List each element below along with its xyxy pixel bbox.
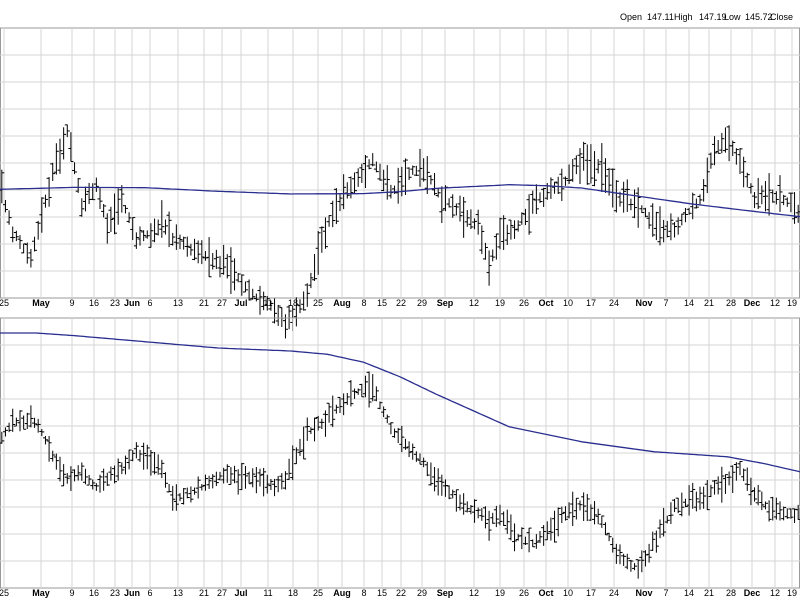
- moving-average-line: [0, 332, 800, 473]
- x-tick-label: 21: [704, 588, 714, 598]
- x-tick-label: 26: [519, 588, 529, 598]
- x-tick-label: 23: [110, 588, 120, 598]
- low-value: 145.72: [745, 12, 773, 22]
- x-tick-label: 19: [495, 298, 505, 308]
- x-tick-label: 13: [173, 298, 183, 308]
- x-tick-label: 25: [0, 588, 9, 598]
- x-tick-label: Dec: [744, 298, 761, 308]
- x-tick-label: 18: [288, 588, 298, 598]
- x-tick-label: 12: [469, 298, 479, 308]
- x-tick-label: 26: [519, 298, 529, 308]
- open-label: Open: [620, 12, 642, 22]
- x-tick-label: Jul: [234, 588, 247, 598]
- x-tick-label: Jun: [124, 298, 140, 308]
- x-tick-label: Sep: [437, 298, 454, 308]
- x-tick-label: Jul: [234, 298, 247, 308]
- x-tick-label: 7: [663, 298, 668, 308]
- x-tick-label: 8: [361, 298, 366, 308]
- x-tick-label: May: [32, 588, 50, 598]
- x-tick-label: 19: [787, 588, 797, 598]
- x-tick-label: 16: [89, 588, 99, 598]
- x-tick-label: 14: [684, 298, 694, 308]
- x-tick-label: 27: [217, 298, 227, 308]
- x-tick-label: 7: [663, 588, 668, 598]
- x-axis-bottom: 25 May 9 16 23 Jun 6 13 21 27 Jul 11 18 25 Aug 8 15 22 29 S…: [0, 588, 797, 598]
- price-panel-top: [0, 27, 800, 339]
- x-tick-label: 29: [417, 588, 427, 598]
- x-tick-label: 19: [787, 298, 797, 308]
- x-tick-label: Oct: [538, 298, 553, 308]
- x-tick-label: 29: [417, 298, 427, 308]
- x-tick-label: 21: [199, 588, 209, 598]
- price-panel-bottom: [0, 317, 800, 589]
- high-value: 147.19: [699, 12, 727, 22]
- x-tick-label: 17: [586, 298, 596, 308]
- x-tick-label: 19: [495, 588, 505, 598]
- x-tick-label: Aug: [333, 298, 351, 308]
- x-tick-label: 22: [396, 588, 406, 598]
- x-axis-top: 25 May 9 16 23 Jun 6 13 21 27 Jul 11 18 25 Aug 8 15 22 29 S…: [0, 298, 797, 308]
- x-tick-label: 24: [609, 588, 619, 598]
- x-tick-label: Nov: [635, 298, 652, 308]
- x-tick-label: 9: [69, 588, 74, 598]
- x-tick-label: 6: [147, 298, 152, 308]
- x-tick-label: Jun: [124, 588, 140, 598]
- low-label: Low: [724, 12, 741, 22]
- x-tick-label: 21: [199, 298, 209, 308]
- x-tick-label: 12: [770, 588, 780, 598]
- x-tick-label: Oct: [538, 588, 553, 598]
- ohlc-readout: Open 147.11 High 147.19 Low 145.72 Close: [620, 12, 793, 22]
- close-label: Close: [770, 12, 793, 22]
- x-tick-label: 18: [288, 298, 298, 308]
- x-tick-label: 10: [563, 298, 573, 308]
- x-tick-label: 8: [361, 588, 366, 598]
- x-tick-label: 27: [217, 588, 227, 598]
- x-tick-label: 21: [704, 298, 714, 308]
- high-label: High: [674, 12, 693, 22]
- x-tick-label: 24: [609, 298, 619, 308]
- moving-average-line: [0, 184, 800, 218]
- x-tick-label: 25: [313, 298, 323, 308]
- x-tick-label: Aug: [333, 588, 351, 598]
- x-tick-label: May: [32, 298, 50, 308]
- x-tick-label: 11: [263, 298, 272, 308]
- x-tick-label: 15: [377, 588, 387, 598]
- x-tick-label: 16: [89, 298, 99, 308]
- x-tick-label: 22: [396, 298, 406, 308]
- x-tick-label: 14: [684, 588, 694, 598]
- x-tick-label: 11: [263, 588, 272, 598]
- x-tick-label: 28: [726, 298, 736, 308]
- x-tick-label: 23: [110, 298, 120, 308]
- x-tick-label: Nov: [635, 588, 652, 598]
- x-tick-label: 6: [147, 588, 152, 598]
- open-value: 147.11: [647, 12, 674, 22]
- x-tick-label: 25: [0, 298, 9, 308]
- x-tick-label: 25: [313, 588, 323, 598]
- x-tick-label: 15: [377, 298, 387, 308]
- x-tick-label: 10: [563, 588, 573, 598]
- x-tick-label: 28: [726, 588, 736, 598]
- x-tick-label: 17: [586, 588, 596, 598]
- x-tick-label: Sep: [437, 588, 454, 598]
- x-tick-label: 12: [469, 588, 479, 598]
- x-tick-label: Dec: [744, 588, 761, 598]
- x-tick-label: 12: [770, 298, 780, 308]
- x-tick-label: 9: [69, 298, 74, 308]
- x-tick-label: 13: [173, 588, 183, 598]
